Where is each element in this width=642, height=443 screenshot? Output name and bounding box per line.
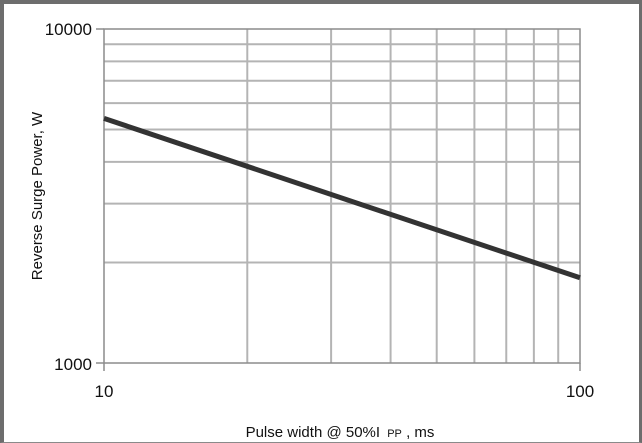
x-axis-label-tail: , ms bbox=[406, 424, 434, 441]
x-axis-label-main: Pulse width @ 50%I bbox=[246, 424, 380, 441]
x-tick-label-right: 100 bbox=[566, 382, 594, 401]
y-axis-label: Reverse Surge Power, W bbox=[29, 111, 46, 280]
plot-border bbox=[103, 28, 581, 364]
y-tick-label-top: 10000 bbox=[45, 20, 92, 39]
series-line-0 bbox=[103, 116, 581, 281]
grid bbox=[96, 28, 581, 371]
series-layer bbox=[103, 116, 581, 281]
y-tick-label-bottom: 1000 bbox=[54, 355, 92, 374]
x-tick-label-left: 10 bbox=[95, 382, 114, 401]
x-axis-label-sub: PP bbox=[387, 428, 402, 440]
x-axis-label: Pulse width @ 50%I PP , ms bbox=[246, 424, 435, 441]
